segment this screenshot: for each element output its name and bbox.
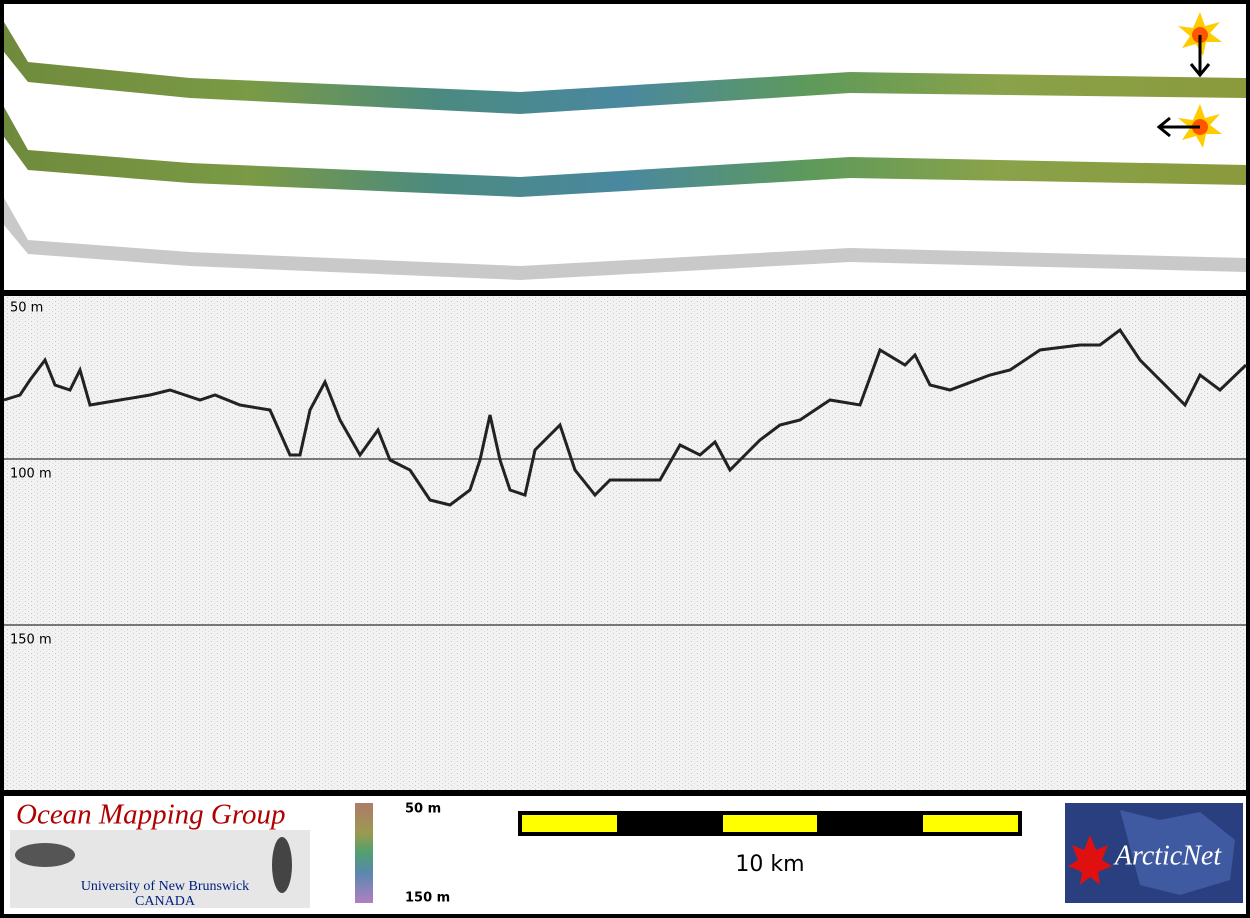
logo-university: University of New Brunswick <box>81 879 249 894</box>
sun-icon <box>1156 104 1222 148</box>
scale-bar <box>518 811 1022 836</box>
coverage-panel <box>4 4 1246 290</box>
grey-strip <box>4 198 1246 280</box>
omg-logo: Ocean Mapping Group University of New Br… <box>10 799 310 909</box>
seabed-profile <box>3 327 1248 507</box>
colorbar-label: 150 m <box>405 891 450 906</box>
partner-name: ArcticNet <box>1113 840 1222 871</box>
bathymetry-strip <box>4 107 1246 197</box>
colorbar <box>355 803 373 903</box>
logo-country: CANADA <box>135 894 196 909</box>
logo-title: Ocean Mapping Group <box>16 799 286 831</box>
profile-panel: 50 m 100 m 150 m <box>3 296 1248 790</box>
arcticnet-logo: ArcticNet <box>1065 803 1243 903</box>
panel-bg <box>4 4 1246 290</box>
colorbar-label: 50 m <box>405 802 441 817</box>
depth-label: 100 m <box>10 467 52 482</box>
echogram-bg <box>4 296 1246 790</box>
depth-label: 150 m <box>10 633 52 648</box>
sun-icon <box>1178 12 1222 78</box>
footer: Ocean Mapping Group University of New Br… <box>4 796 1246 914</box>
backscatter-strip <box>4 22 1246 114</box>
depth-label: 50 m <box>10 301 43 316</box>
scale-label: 10 km <box>735 852 804 877</box>
